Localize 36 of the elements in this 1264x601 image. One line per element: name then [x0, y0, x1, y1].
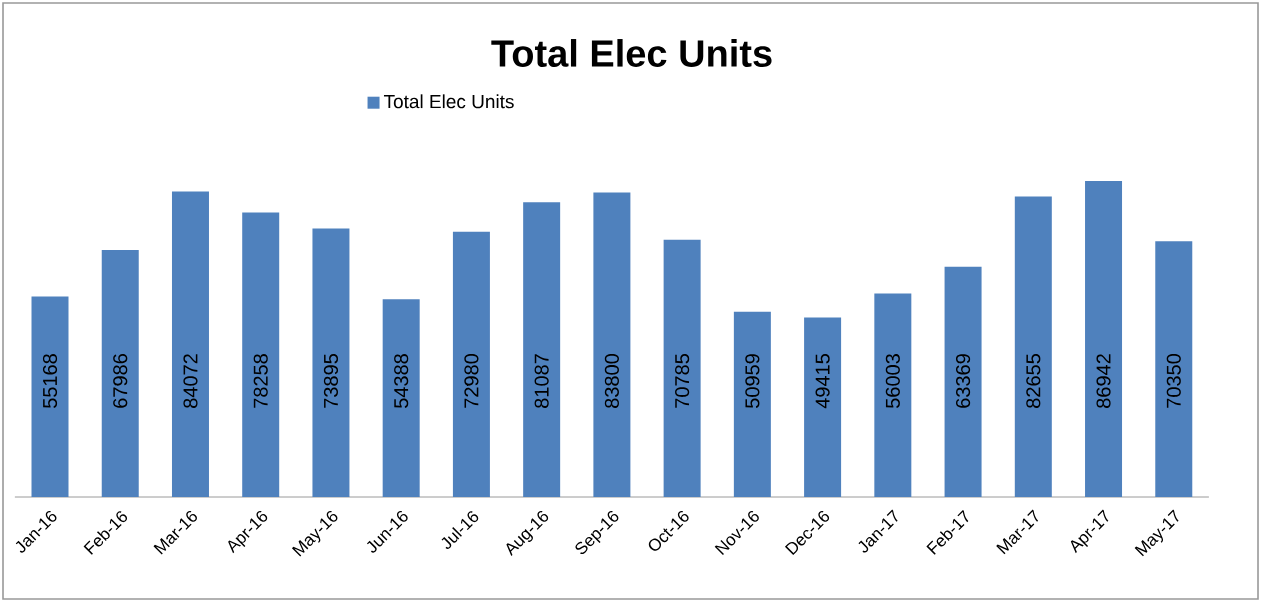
- bar: [452, 231, 490, 497]
- data-label: 70785: [675, 354, 690, 408]
- bar: [171, 191, 209, 497]
- bar: [1155, 241, 1193, 497]
- bar: [874, 293, 912, 497]
- bar: [804, 317, 842, 497]
- data-label: 49415: [815, 354, 830, 409]
- data-label: 78258: [253, 354, 268, 408]
- legend-label: Total Elec Units: [383, 94, 514, 109]
- bar: [382, 299, 420, 497]
- bar: [101, 249, 139, 497]
- bar: [1085, 180, 1123, 497]
- data-label: 72980: [464, 353, 479, 408]
- bar: [733, 311, 771, 497]
- data-label: 55168: [42, 354, 58, 408]
- bar: [593, 192, 631, 497]
- data-label: 50959: [745, 354, 760, 408]
- data-label: 83800: [604, 353, 619, 408]
- data-label: 82655: [1026, 354, 1041, 408]
- data-label: 86942: [1096, 354, 1111, 408]
- data-label: 73895: [323, 354, 339, 408]
- data-label: 84072: [183, 354, 198, 408]
- bar: [1014, 196, 1052, 497]
- data-label: 54388: [394, 354, 409, 408]
- data-label: 81087: [534, 354, 549, 408]
- bar: [312, 228, 350, 497]
- bar: [242, 212, 280, 497]
- data-label: 56003: [885, 354, 900, 408]
- data-label: 70350: [1166, 353, 1181, 408]
- chart-title: Total Elec Units: [491, 39, 772, 67]
- bar: [663, 239, 701, 497]
- bar: [944, 266, 982, 497]
- data-label: 67986: [113, 354, 128, 408]
- bar: [31, 296, 69, 497]
- data-label: 63369: [956, 354, 971, 408]
- bar: [523, 202, 561, 497]
